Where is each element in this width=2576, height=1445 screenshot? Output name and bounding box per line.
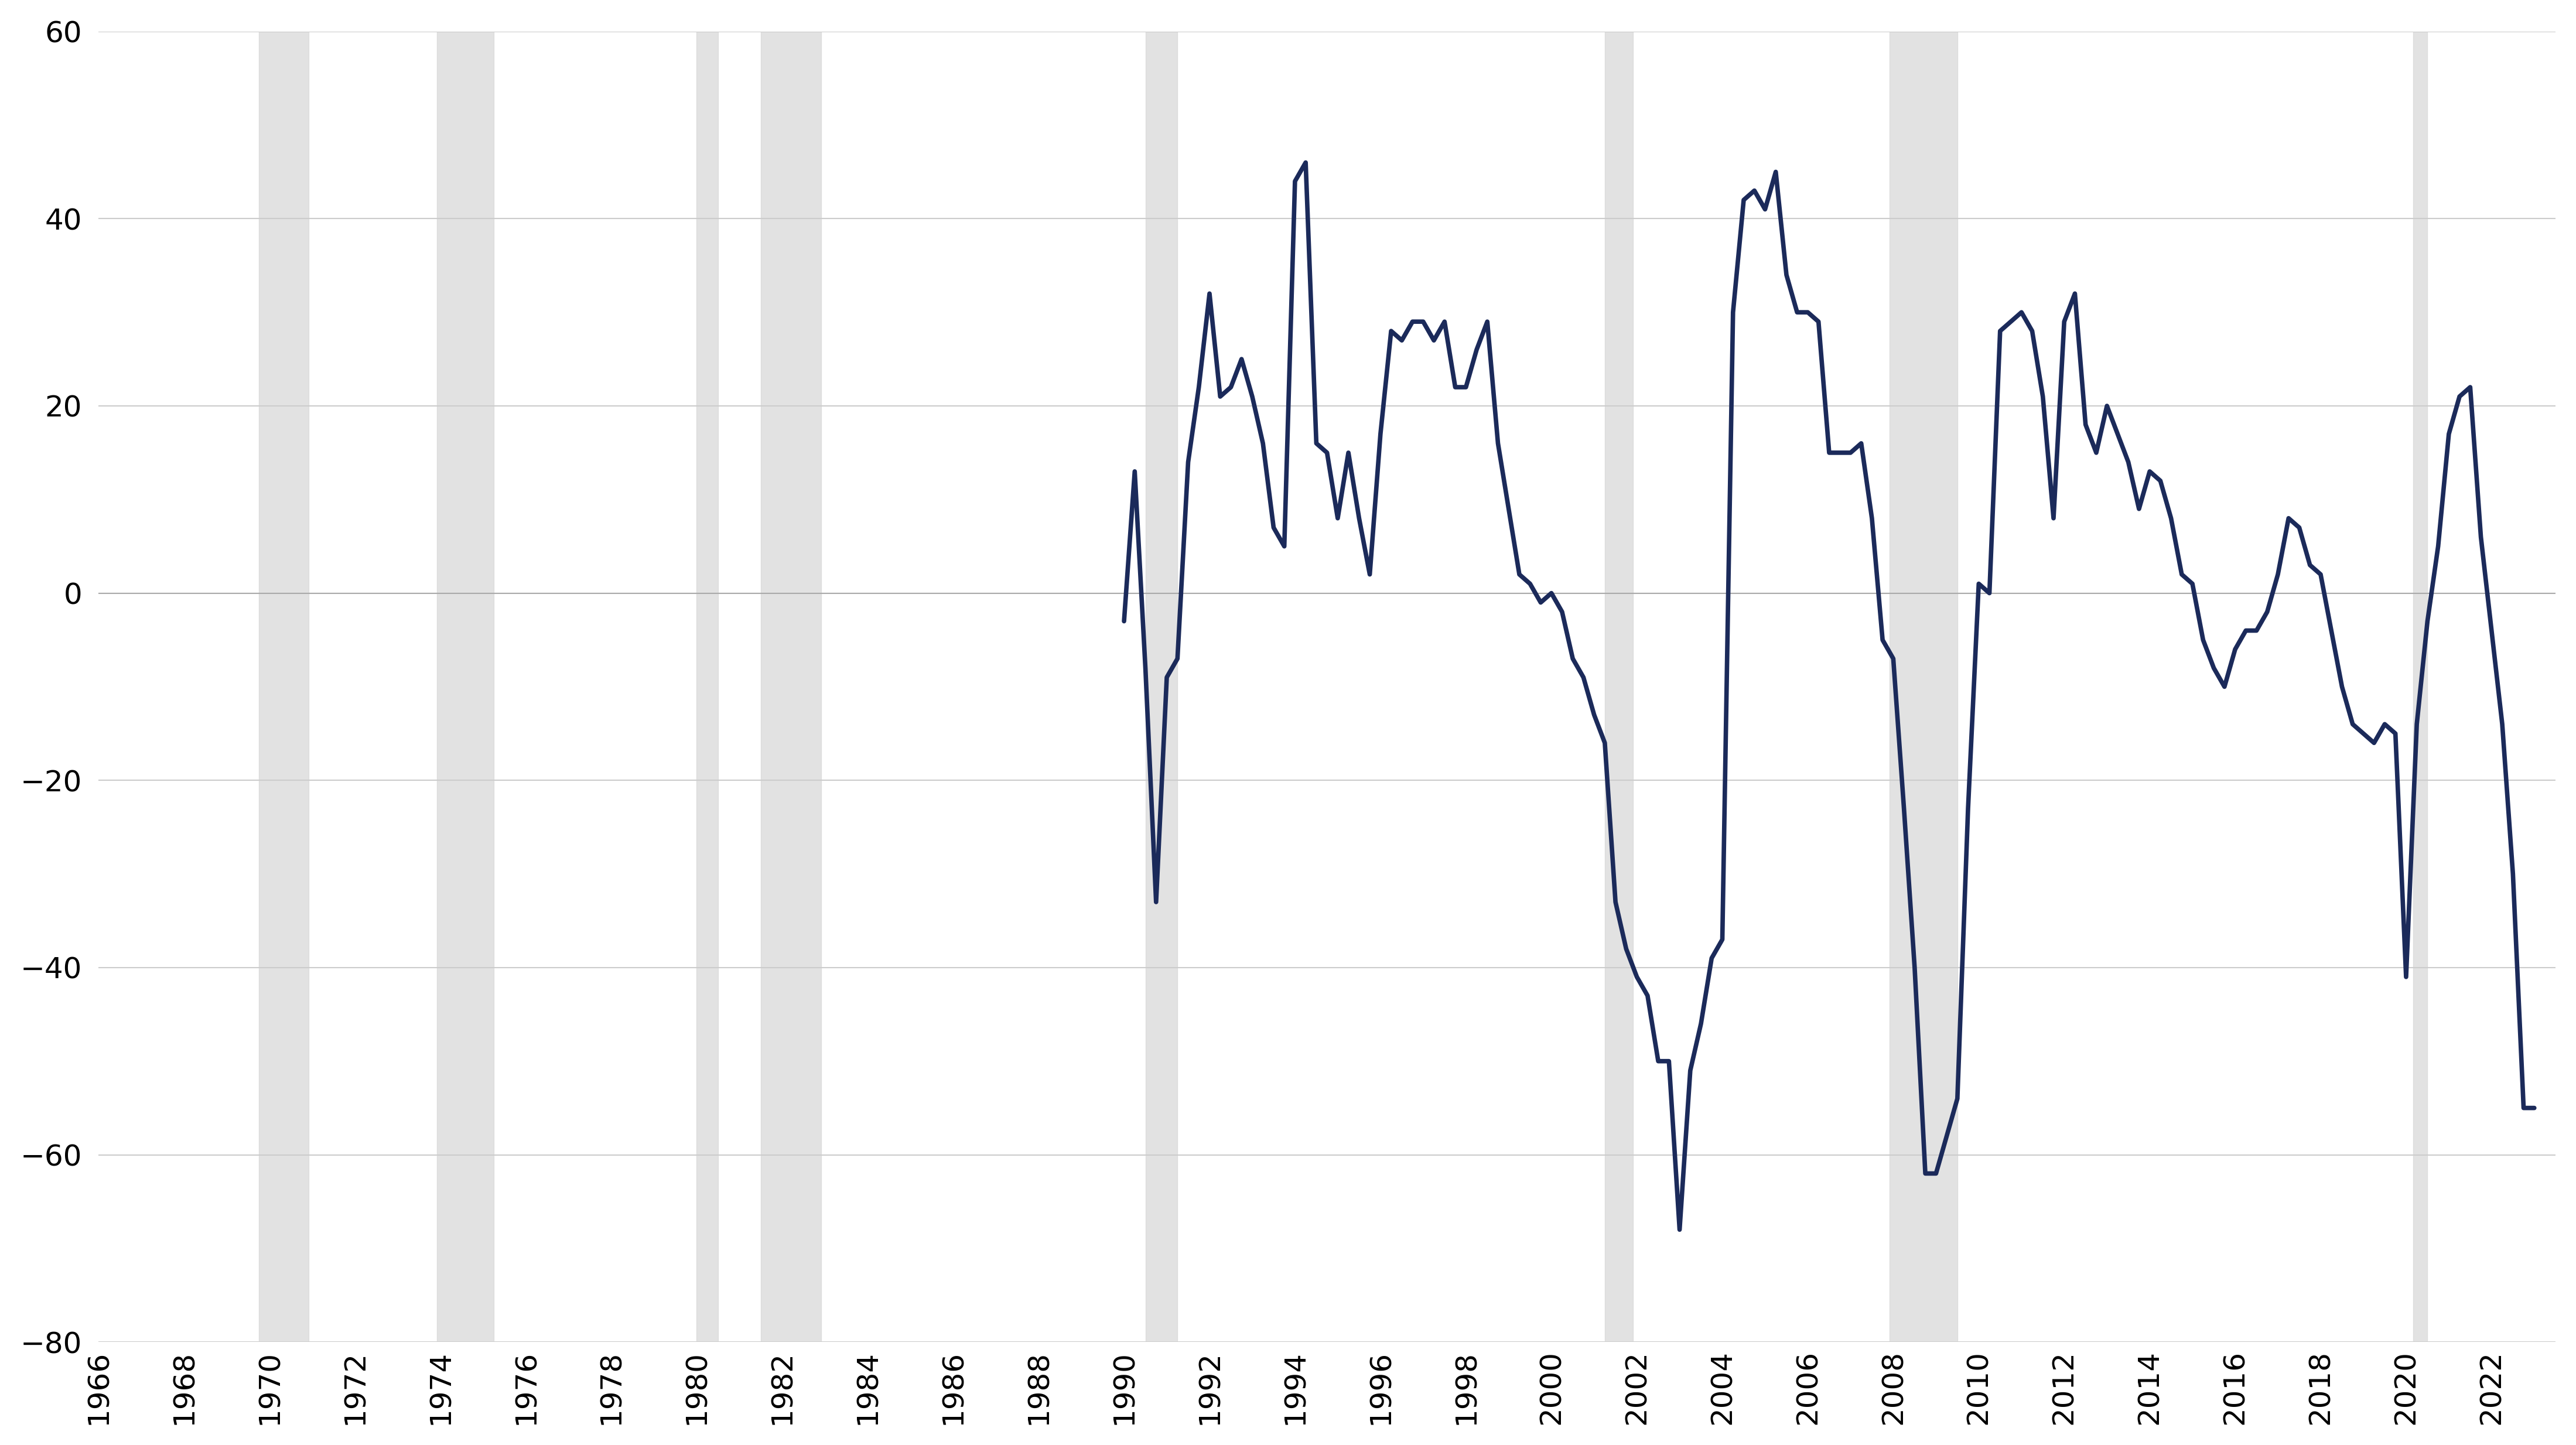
Bar bbox=[438, 32, 495, 1342]
Bar bbox=[2414, 32, 2427, 1342]
Bar bbox=[760, 32, 822, 1342]
Bar bbox=[258, 32, 309, 1342]
Bar bbox=[1891, 32, 1958, 1342]
Bar bbox=[696, 32, 719, 1342]
Bar bbox=[1605, 32, 1633, 1342]
Bar bbox=[1146, 32, 1177, 1342]
